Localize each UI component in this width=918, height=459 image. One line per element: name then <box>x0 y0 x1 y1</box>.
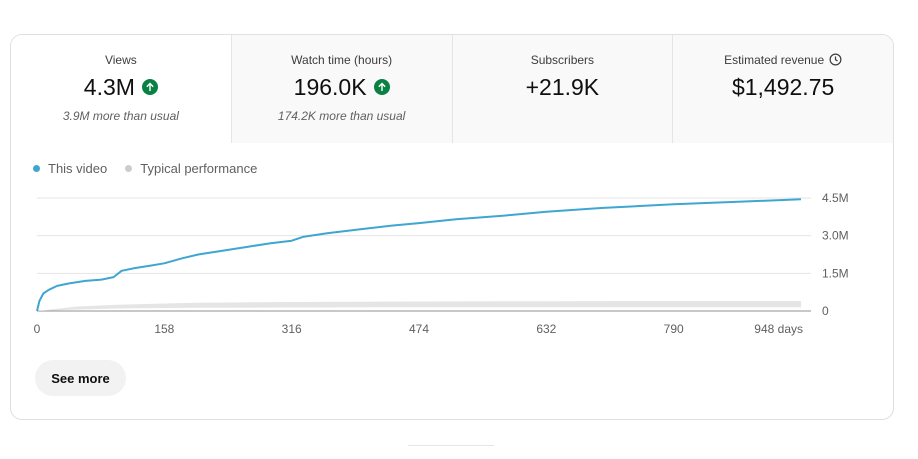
watch-time-comparison: 174.2K more than usual <box>277 109 406 123</box>
revenue-label: Estimated revenue <box>724 52 825 67</box>
x-tick-label: 474 <box>409 322 429 336</box>
views-value: 4.3M <box>83 73 135 100</box>
views-label: Views <box>104 52 137 67</box>
arrow-up-circle-icon <box>141 79 158 95</box>
y-tick-label: 0 <box>822 304 829 318</box>
x-tick-label: 790 <box>664 322 684 336</box>
subscribers-value: +21.9K <box>525 73 600 100</box>
see-more-button[interactable]: See more <box>35 360 126 396</box>
legend-label: This video <box>48 161 108 176</box>
legend-dot-icon <box>33 165 40 172</box>
watch-time-label: Watch time (hours) <box>291 52 393 67</box>
this-video-line <box>36 198 802 312</box>
metric-label: Subscribers <box>453 52 673 67</box>
revenue-comparison <box>673 109 893 124</box>
metric-label: Views <box>11 52 231 67</box>
chart-legend: This video Typical performance <box>33 161 257 176</box>
typical-performance-band <box>37 300 801 311</box>
metric-views[interactable]: Views 4.3M 3.9M more than usual <box>11 35 231 143</box>
x-tick-label: 948 days <box>754 322 803 336</box>
metric-watch-time[interactable]: Watch time (hours) 196.0K 174.2K more th… <box>230 35 452 143</box>
x-tick-label: 158 <box>154 322 174 336</box>
metric-value: 196.0K <box>232 72 452 102</box>
divider <box>408 445 494 446</box>
watch-time-value: 196.0K <box>293 73 367 100</box>
metric-label: Watch time (hours) <box>232 52 452 67</box>
y-tick-label: 4.5M <box>822 191 849 205</box>
metric-subscribers[interactable]: Subscribers +21.9K <box>451 35 673 143</box>
analytics-card: Views 4.3M 3.9M more than usual Watch ti… <box>10 34 894 420</box>
x-tick-label: 0 <box>34 322 41 336</box>
metric-value: $1,492.75 <box>673 72 893 102</box>
subscribers-label: Subscribers <box>530 52 595 67</box>
legend-dot-icon <box>125 165 133 172</box>
subscribers-comparison <box>453 109 673 124</box>
metric-label: Estimated revenue <box>673 52 893 67</box>
legend-label: Typical performance <box>140 161 258 176</box>
x-tick-label: 316 <box>282 322 302 336</box>
metric-value: 4.3M <box>11 72 231 102</box>
arrow-up-circle-icon <box>373 79 390 95</box>
views-chart: 4.5M 3.0M 1.5M 0 0 158 316 474 632 790 948 days <box>34 191 849 336</box>
metric-value: +21.9K <box>453 72 673 102</box>
metrics-row: Views 4.3M 3.9M more than usual Watch ti… <box>11 35 893 143</box>
y-tick-label: 1.5M <box>822 266 849 280</box>
revenue-value: $1,492.75 <box>731 73 835 100</box>
legend-this-video[interactable]: This video <box>33 161 107 176</box>
metric-revenue[interactable]: Estimated revenue $1,492.75 <box>672 35 893 143</box>
views-comparison: 3.9M more than usual <box>62 109 179 123</box>
clock-icon[interactable] <box>829 53 842 66</box>
legend-typical-performance[interactable]: Typical performance <box>125 161 257 176</box>
y-tick-label: 3.0M <box>822 229 849 243</box>
x-tick-label: 632 <box>536 322 556 336</box>
